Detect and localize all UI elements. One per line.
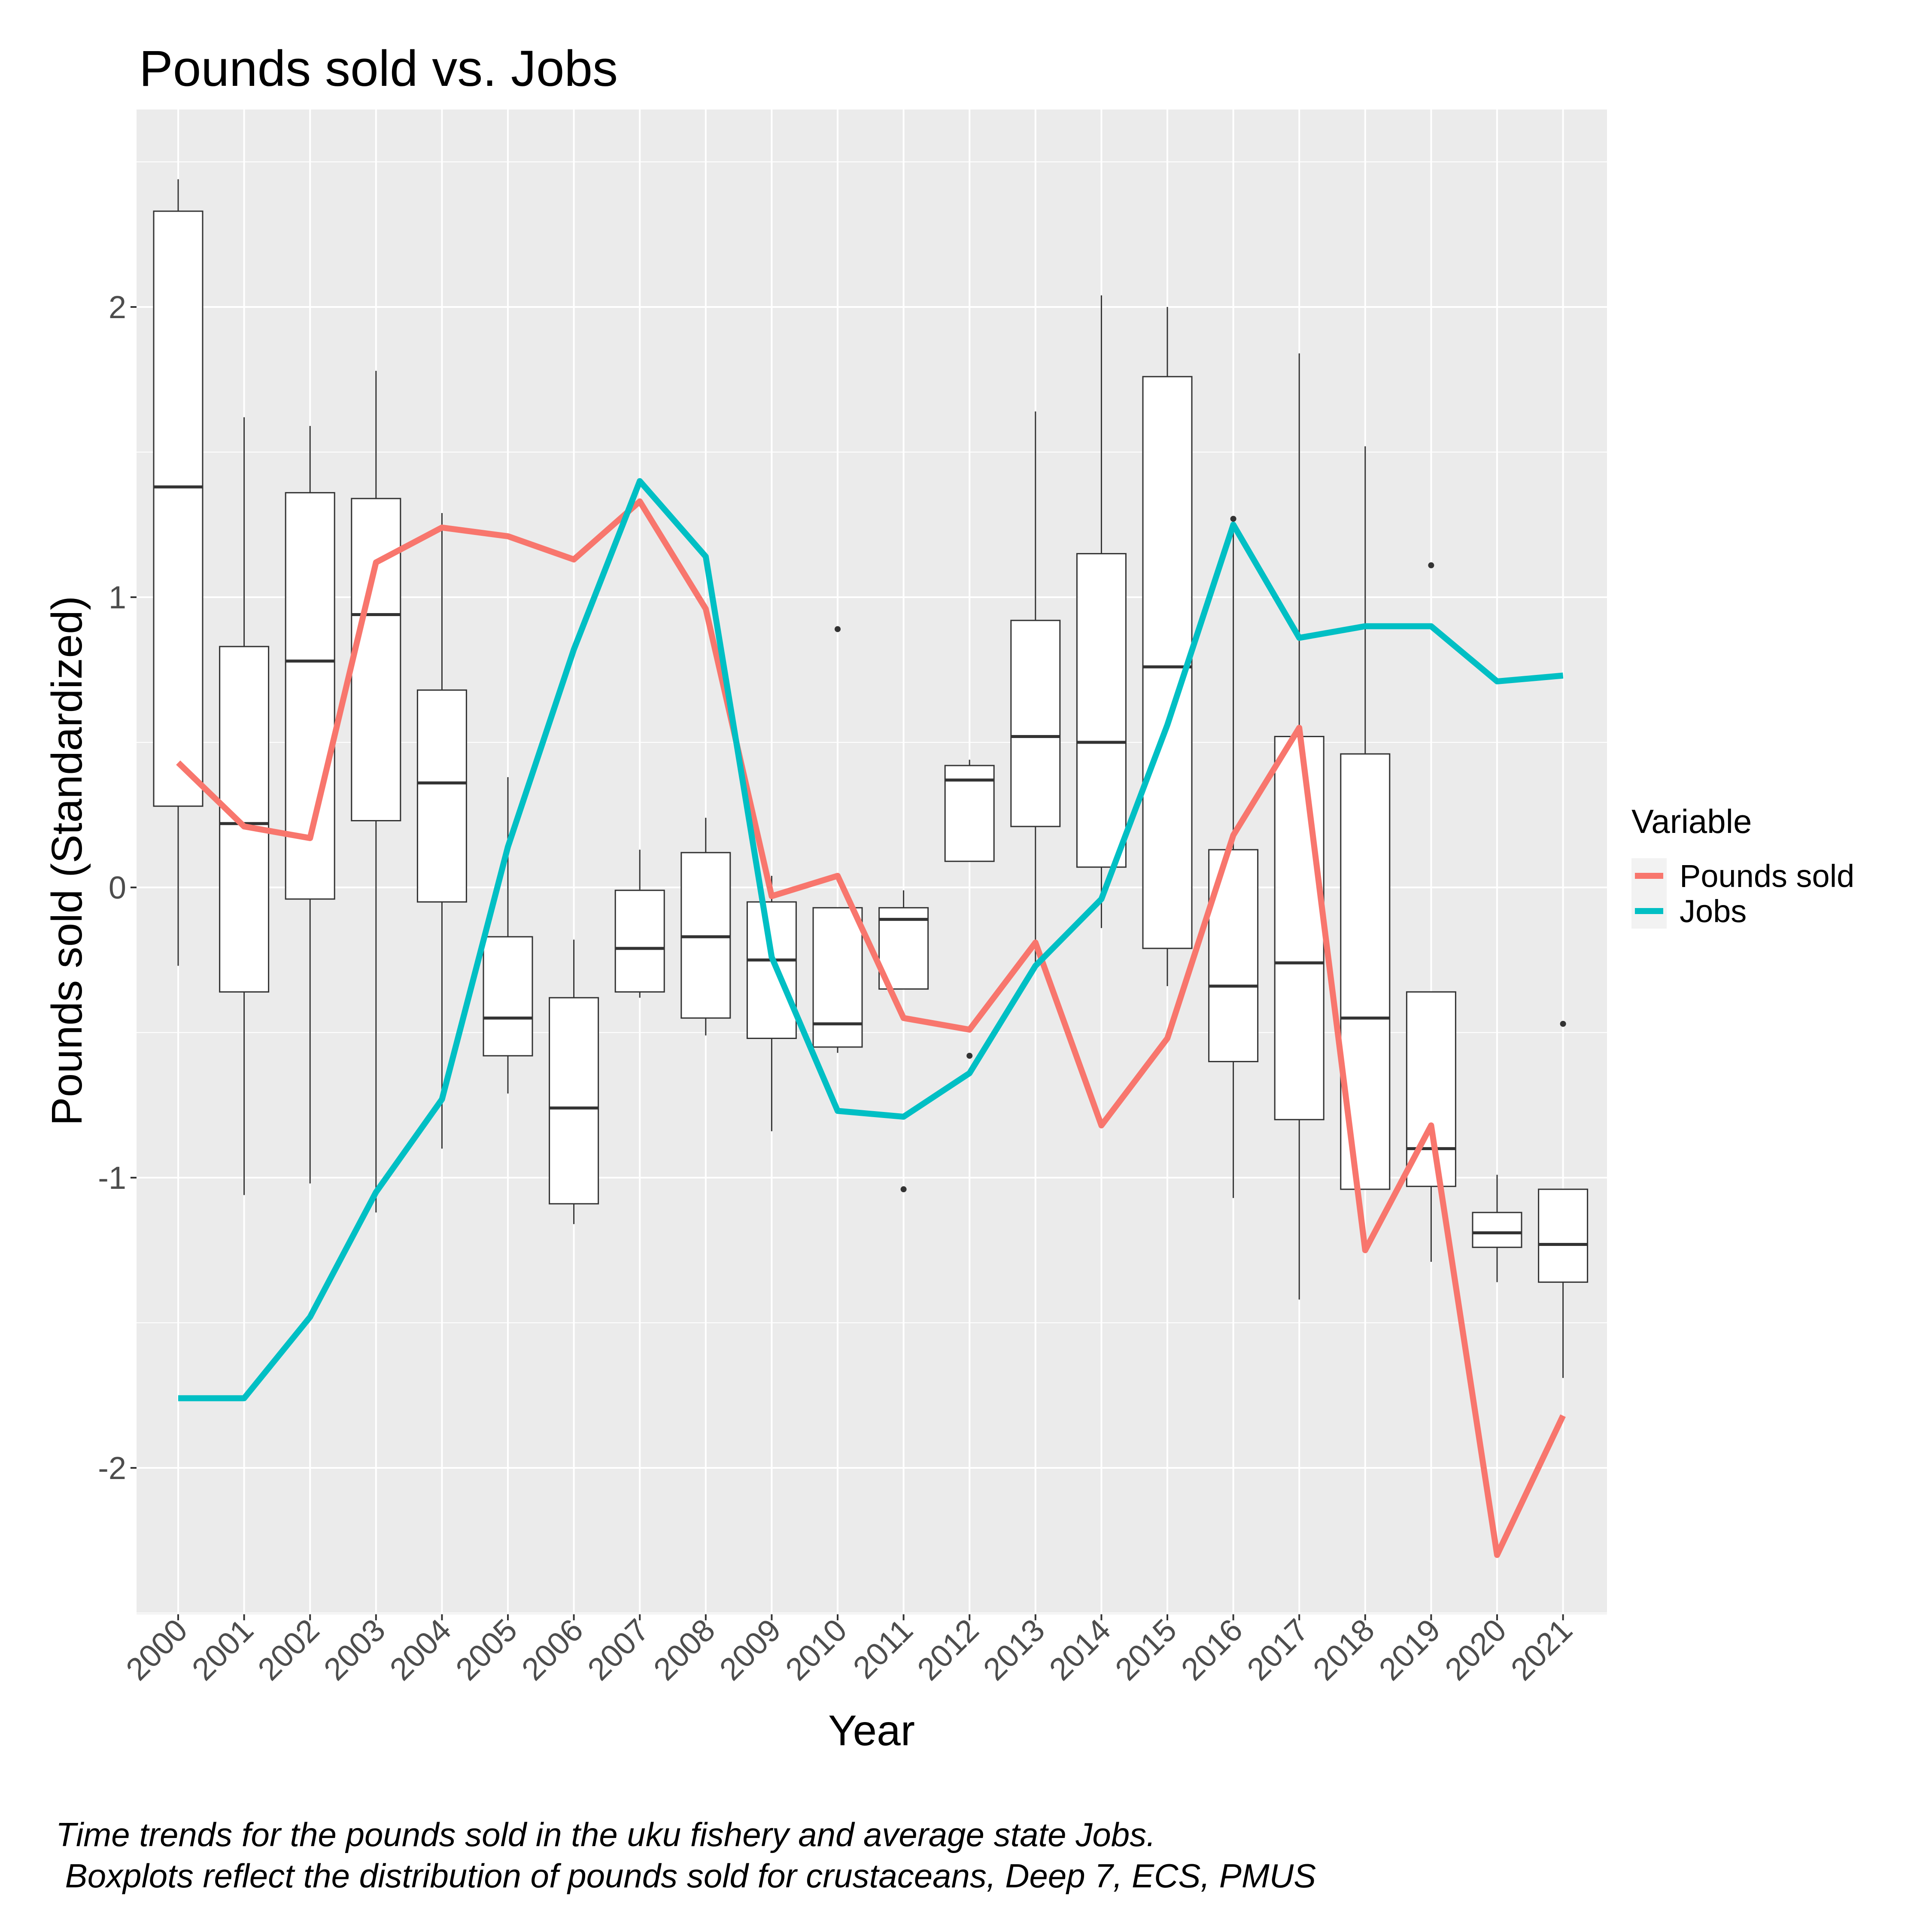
x-tick-label: 2001 bbox=[185, 1612, 260, 1687]
box bbox=[1010, 620, 1061, 827]
boxplot bbox=[944, 759, 995, 1059]
outlier-point bbox=[966, 1053, 973, 1059]
x-tick-label: 2005 bbox=[449, 1612, 524, 1687]
legend-title: Variable bbox=[1631, 802, 1752, 840]
chart-title: Pounds sold vs. Jobs bbox=[139, 40, 618, 97]
x-tick-label: 2007 bbox=[580, 1612, 656, 1687]
boxplot bbox=[1274, 353, 1324, 1300]
box bbox=[1274, 735, 1324, 1121]
legend-entry: Jobs bbox=[1631, 893, 1747, 929]
boxplot bbox=[746, 875, 797, 1131]
x-tick-label: 2012 bbox=[910, 1612, 985, 1687]
series-line-jobs bbox=[178, 478, 1564, 1401]
boxplot bbox=[614, 850, 665, 998]
box bbox=[483, 936, 533, 1057]
box bbox=[1076, 553, 1127, 868]
boxplot bbox=[416, 513, 467, 1149]
boxplot bbox=[219, 417, 270, 1195]
y-tick-label: 0 bbox=[109, 870, 126, 905]
boxplot bbox=[483, 777, 533, 1094]
x-tick-label: 2000 bbox=[119, 1612, 194, 1687]
x-tick-label: 2003 bbox=[317, 1612, 392, 1687]
outlier-point bbox=[900, 1186, 907, 1193]
x-tick-label: 2010 bbox=[778, 1612, 854, 1687]
x-tick-label: 2013 bbox=[976, 1612, 1051, 1687]
x-tick-label: 2017 bbox=[1240, 1612, 1315, 1687]
boxplot bbox=[1142, 307, 1193, 986]
x-tick-label: 2014 bbox=[1042, 1612, 1118, 1687]
series-lines bbox=[176, 478, 1566, 1558]
y-tick-label: -1 bbox=[98, 1160, 126, 1196]
x-axis: 2000200120022003200420052006200720082009… bbox=[119, 1612, 1579, 1687]
y-tick-label: 2 bbox=[109, 289, 126, 325]
x-tick-label: 2021 bbox=[1504, 1612, 1579, 1687]
y-tick-label: -2 bbox=[98, 1450, 126, 1486]
box bbox=[549, 997, 599, 1205]
x-tick-label: 2018 bbox=[1306, 1612, 1381, 1687]
x-tick-label: 2016 bbox=[1174, 1612, 1249, 1687]
legend-label: Pounds sold bbox=[1680, 858, 1854, 894]
boxplot bbox=[878, 890, 929, 1193]
boxplot bbox=[680, 817, 731, 1036]
y-axis-label: Pounds sold (Standardized) bbox=[43, 596, 91, 1126]
box bbox=[1538, 1188, 1589, 1283]
box bbox=[1472, 1212, 1522, 1248]
outlier-point bbox=[1428, 562, 1434, 568]
box bbox=[746, 901, 797, 1039]
boxplot bbox=[153, 179, 204, 966]
legend-entry: Pounds sold bbox=[1631, 858, 1854, 894]
x-tick-label: 2004 bbox=[383, 1612, 458, 1687]
x-tick-label: 2019 bbox=[1372, 1612, 1447, 1687]
box bbox=[416, 689, 467, 903]
x-tick-label: 2008 bbox=[647, 1612, 722, 1687]
box bbox=[219, 646, 270, 993]
caption: Time trends for the pounds sold in the u… bbox=[56, 1816, 1316, 1895]
boxplot bbox=[549, 939, 599, 1224]
x-tick-label: 2011 bbox=[846, 1612, 920, 1686]
x-axis-label: Year bbox=[828, 1707, 915, 1755]
boxplot bbox=[1076, 295, 1127, 928]
outlier-point bbox=[1230, 516, 1236, 522]
legend-label: Jobs bbox=[1680, 893, 1747, 929]
boxplot bbox=[1010, 411, 1061, 963]
x-tick-label: 2020 bbox=[1438, 1612, 1513, 1687]
outlier-point bbox=[835, 626, 841, 632]
x-tick-label: 2002 bbox=[251, 1612, 326, 1687]
boxplot bbox=[1472, 1175, 1522, 1282]
y-tick-label: 1 bbox=[109, 580, 126, 615]
outlier-point bbox=[1560, 1021, 1566, 1027]
boxplot bbox=[351, 371, 401, 1213]
box bbox=[1142, 376, 1193, 949]
x-tick-label: 2006 bbox=[515, 1612, 590, 1687]
boxplot bbox=[1538, 1021, 1589, 1378]
boxplot bbox=[812, 626, 863, 1053]
box bbox=[153, 210, 204, 807]
boxplots bbox=[153, 179, 1589, 1378]
box bbox=[351, 498, 401, 822]
box bbox=[878, 907, 929, 990]
y-axis: -2 -1 0 1 2 bbox=[98, 289, 137, 1486]
box bbox=[812, 907, 863, 1048]
series-line-pounds-sold bbox=[176, 498, 1566, 1558]
x-tick-label: 2009 bbox=[713, 1612, 788, 1687]
box bbox=[614, 890, 665, 993]
x-tick-label: 2015 bbox=[1108, 1612, 1183, 1687]
